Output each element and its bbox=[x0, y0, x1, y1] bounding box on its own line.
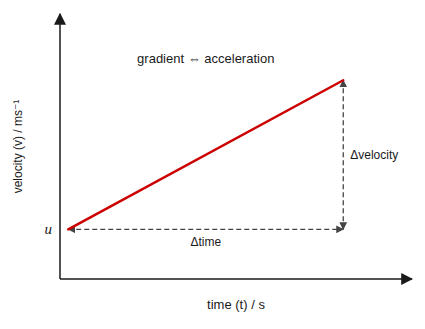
delta-velocity-label: Δvelocity bbox=[350, 148, 398, 162]
gradient-annotation: gradient ⇔ acceleration bbox=[137, 51, 274, 66]
y-axis bbox=[59, 14, 61, 279]
delta-time-arrow bbox=[68, 229, 343, 230]
u-label: u bbox=[45, 221, 53, 237]
delta-velocity-arrow bbox=[343, 80, 344, 229]
y-axis-label: velocity (v) / ms⁻¹ bbox=[11, 100, 25, 194]
plot-area bbox=[68, 80, 343, 229]
velocity-line bbox=[68, 80, 343, 229]
delta-time-label: Δtime bbox=[190, 235, 221, 249]
x-axis-label: time (t) / s bbox=[207, 297, 265, 312]
x-axis bbox=[60, 278, 412, 280]
chart: u Δtime Δvelocity gradient ⇔ acceleration ti… bbox=[0, 0, 425, 329]
